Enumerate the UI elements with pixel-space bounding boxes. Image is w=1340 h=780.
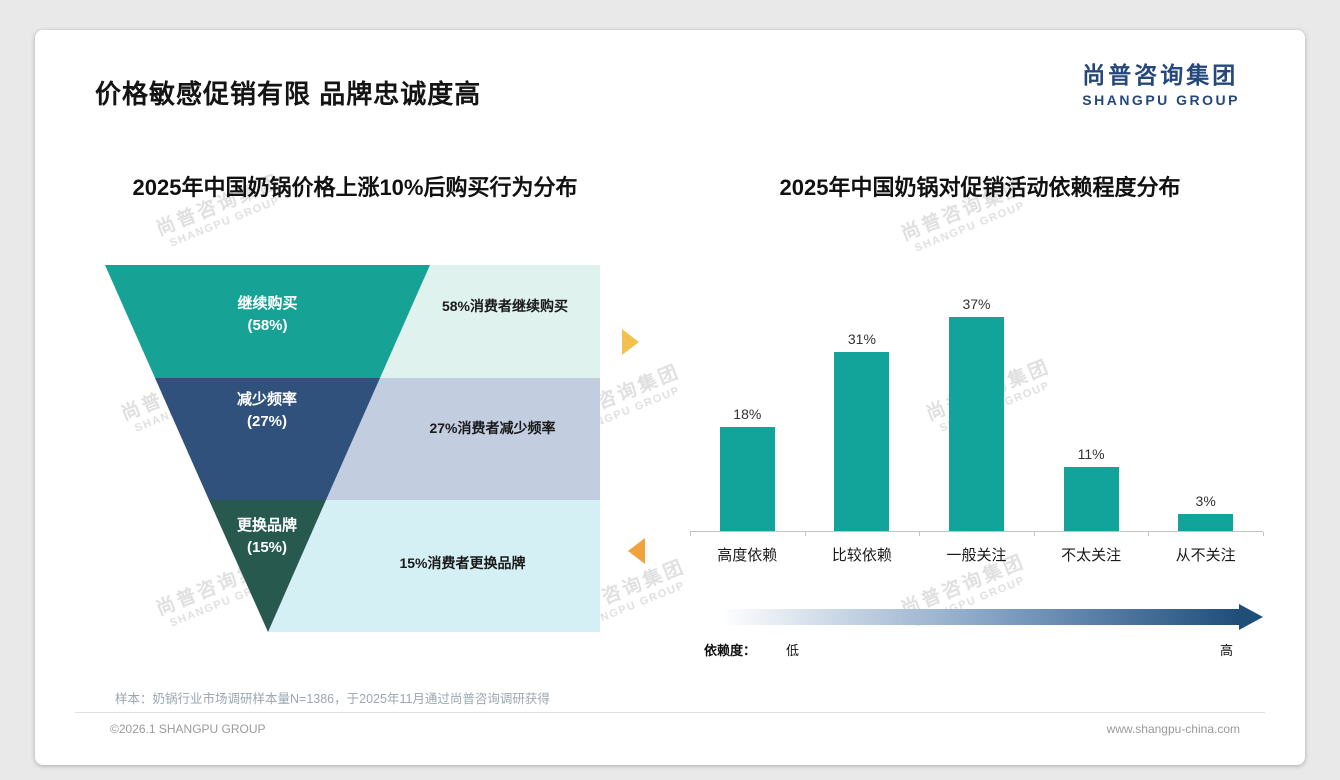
funnel-chart-title: 2025年中国奶锅价格上涨10%后购买行为分布	[132, 175, 578, 200]
bar-category-label: 比较依赖	[831, 547, 892, 564]
logo-en: SHANGPU GROUP	[1082, 92, 1240, 108]
bar-category-label: 高度依赖	[717, 547, 778, 564]
bar-group: 31%	[805, 331, 920, 531]
bar-value-label: 3%	[1195, 493, 1216, 509]
funnel-stage-name: 继续购买	[237, 295, 298, 312]
bar-group: 37%	[919, 296, 1034, 531]
axis-tick	[1263, 532, 1264, 536]
copyright: ©2026.1 SHANGPU GROUP	[110, 722, 266, 736]
bar-value-label: 37%	[962, 296, 991, 312]
dependency-gradient-bar	[720, 609, 1239, 625]
slide-card: 尚普咨询集团 SHANGPU GROUP 尚普咨询集团 SHANGPU GROU…	[35, 30, 1305, 765]
bar	[1178, 514, 1234, 531]
bar-group: 18%	[690, 406, 805, 531]
website: www.shangpu-china.com	[1106, 722, 1240, 736]
axis-tick	[804, 532, 806, 536]
bar	[834, 352, 890, 531]
dependency-labels: 依赖度： 低 高	[690, 640, 1263, 659]
bar	[1063, 467, 1119, 531]
footer-divider	[75, 712, 1265, 713]
logo: 尚普咨询集团 SHANGPU GROUP	[1082, 56, 1240, 108]
logo-cn: 尚普咨询集团	[1082, 62, 1239, 88]
bar-value-label: 18%	[733, 406, 762, 422]
dependency-low-label: 低	[786, 643, 800, 658]
bar-category-label: 一般关注	[946, 547, 1007, 564]
bar-chart: 18% 31% 37% 11% 3% 高度依赖 比较依赖 一般关注 不太关注 从不关注	[690, 280, 1264, 565]
axis-tick	[1033, 532, 1035, 536]
funnel-annotation-text: 58%消费者继续购买	[441, 298, 569, 314]
funnel-next-arrow-icon	[622, 329, 639, 355]
funnel-stage-pct: (15%)	[246, 539, 287, 556]
bar-value-label: 11%	[1077, 446, 1105, 462]
funnel-prev-arrow-icon	[628, 538, 645, 564]
funnel-stage-name: 减少频率	[236, 391, 297, 408]
axis-tick	[1148, 532, 1150, 536]
funnel-stage-pct: (58%)	[247, 317, 288, 334]
dependency-arrow	[690, 602, 1263, 632]
bar-group: 3%	[1148, 493, 1263, 531]
funnel-annotation-text: 15%消费者更换品牌	[399, 555, 526, 571]
bar	[948, 317, 1004, 531]
funnel-stage-label: 减少频率 (27%)	[167, 389, 367, 433]
funnel-chart: 继续购买 (58%) 减少频率 (27%) 更换品牌 (15%) 58%消费者继…	[105, 265, 600, 632]
bar-category-label: 从不关注	[1175, 547, 1236, 564]
dependency-legend: 依赖度： 低 高	[690, 602, 1263, 659]
axis-tick	[690, 532, 691, 536]
bar-plot: 18% 31% 37% 11% 3%	[690, 280, 1264, 536]
funnel-annotation-panel	[326, 378, 600, 500]
funnel-stage-pct: (27%)	[246, 413, 287, 430]
funnel-annotation-panel	[268, 500, 600, 632]
dependency-label: 依赖度：	[704, 643, 757, 658]
dependency-high-label: 高	[1219, 643, 1233, 658]
funnel-stage-label: 更换品牌 (15%)	[167, 515, 367, 559]
bar-category-label: 不太关注	[1061, 547, 1122, 564]
funnel-annotation-text: 27%消费者减少频率	[429, 420, 556, 436]
bar-group: 11%	[1034, 446, 1149, 531]
funnel-stage-shape	[105, 265, 430, 378]
sample-note: 样本：奶锅行业市场调研样本量N=1386，于2025年11月通过尚普咨询调研获得	[115, 692, 550, 706]
funnel-stage-name: 更换品牌	[236, 517, 297, 534]
bar-category-row: 高度依赖 比较依赖 一般关注 不太关注 从不关注	[690, 532, 1263, 565]
funnel-stage-label: 继续购买 (58%)	[155, 293, 380, 337]
bar	[719, 427, 775, 531]
bar-value-label: 31%	[847, 331, 876, 347]
page-title: 价格敏感促销有限 品牌忠诚度高	[95, 79, 482, 109]
axis-tick	[919, 532, 921, 536]
bar-chart-title: 2025年中国奶锅对促销活动依赖程度分布	[779, 175, 1181, 200]
dependency-arrow-head-icon	[1239, 604, 1263, 630]
